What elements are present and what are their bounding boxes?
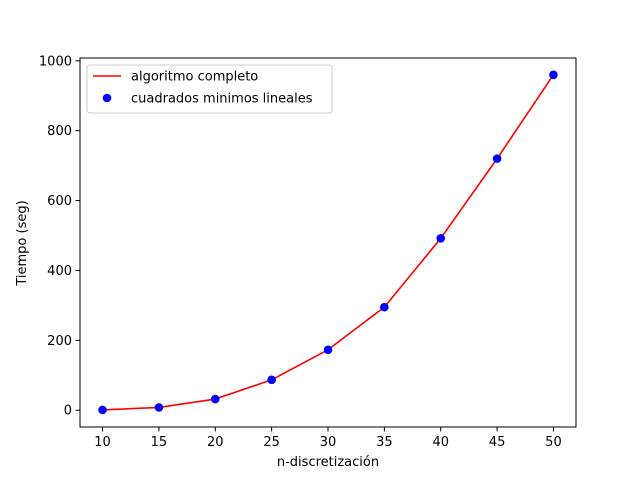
y-axis-label: Tiempo (seg) [15,200,30,286]
data-point [154,403,164,412]
x-tick-label: 30 [320,435,337,450]
legend-label: cuadrados minimos lineales [131,92,313,107]
legend: algoritmo completo cuadrados minimos line… [86,64,333,114]
x-tick-label: 15 [151,435,168,450]
data-point [98,405,107,415]
y-tick-label: 600 [47,194,72,209]
data-point [323,345,333,355]
x-axis-label: n-discretización [277,455,379,470]
data-point [210,394,220,404]
y-tick-label: 0 [64,404,72,419]
data-point [267,375,276,385]
y-tick-label: 400 [47,264,72,279]
legend-box [86,64,333,114]
data-point [380,302,389,312]
axes: 10 15 20 25 30 35 40 45 50 0 200 400 600 800 1000 [39,54,577,450]
y-tick-label: 1000 [39,54,72,69]
x-tick-label: 20 [207,435,224,450]
legend-label: algoritmo completo [131,70,258,85]
legend-marker-swatch [102,93,112,103]
x-tick-label: 35 [376,435,393,450]
x-tick-label: 25 [263,435,280,450]
y-tick-label: 800 [47,124,72,139]
data-point [549,70,558,80]
x-tick-label: 45 [489,435,506,450]
x-tick-label: 50 [545,435,562,450]
plot-area [98,70,558,415]
x-tick-label: 40 [432,435,449,450]
data-point [492,154,502,163]
y-tick-label: 200 [47,334,72,349]
x-tick-label: 10 [94,435,111,450]
data-point [436,234,446,243]
